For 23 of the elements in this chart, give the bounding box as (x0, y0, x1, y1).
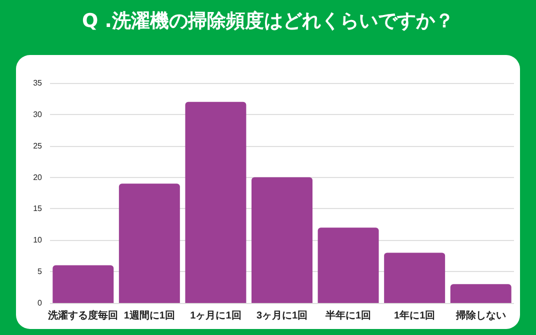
chart-title: Q .洗濯機の掃除頻度はどれくらいですか？ (81, 9, 455, 34)
x-tick-label: 3ヶ月に1回 (256, 310, 308, 322)
y-tick-label: 5 (38, 267, 43, 276)
x-tick-label: 1ヶ月に1回 (190, 310, 242, 322)
x-tick-label: 半年に1回 (324, 310, 372, 322)
y-tick-label: 35 (33, 78, 43, 88)
x-tick-label: 1週間に1回 (124, 310, 175, 322)
y-tick-label: 25 (33, 141, 43, 150)
bar (118, 184, 180, 303)
y-tick-label: 0 (38, 298, 43, 308)
y-tick-label: 20 (33, 172, 43, 182)
x-tick-label: 洗濯する度毎回 (47, 310, 118, 322)
bar (252, 177, 312, 303)
bar (185, 102, 246, 303)
x-tick-label: 1年に1回 (394, 310, 436, 322)
y-tick-label: 30 (33, 110, 43, 119)
y-tick-label: 10 (33, 236, 43, 245)
bar (52, 265, 114, 303)
y-tick-label: 15 (33, 204, 43, 214)
x-tick-label: 掃除しない (454, 310, 506, 322)
bar (318, 228, 379, 303)
bar (450, 284, 512, 303)
bar (384, 252, 446, 303)
